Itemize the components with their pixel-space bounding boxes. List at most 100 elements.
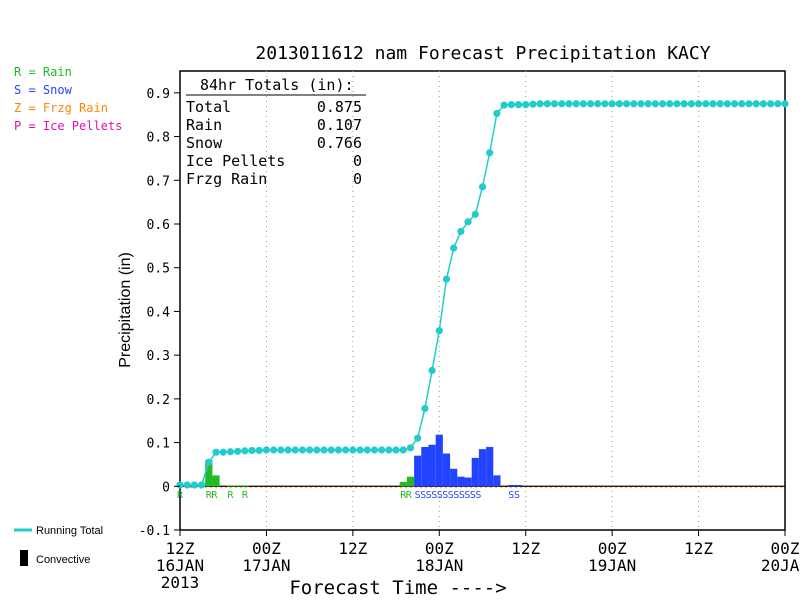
y-tick-label: 0.1: [147, 437, 170, 452]
running-total-point: [385, 446, 393, 454]
running-total-point: [370, 446, 379, 454]
running-total-point: [543, 100, 551, 108]
running-total-point: [493, 109, 501, 118]
precip-type-marker: RR: [206, 490, 219, 501]
running-total-point: [226, 448, 235, 456]
x-tick-label: 2013: [161, 573, 200, 592]
totals-frzg-rain-value: 0: [353, 170, 362, 188]
rain-bar: [399, 481, 407, 487]
x-tick-label: 00Z: [598, 539, 627, 558]
running-total-point: [723, 100, 731, 108]
running-total-point: [644, 100, 652, 108]
running-total-point: [428, 366, 436, 375]
running-total-point: [277, 446, 285, 454]
running-total-point: [716, 100, 724, 108]
running-total-point: [241, 447, 249, 455]
running-total-point: [406, 444, 415, 452]
y-tick-label: -0.1: [139, 524, 170, 539]
running-total-point: [212, 448, 220, 456]
running-total-point: [673, 100, 681, 108]
running-total-point: [414, 434, 422, 442]
running-total-point: [550, 100, 559, 108]
running-total-point: [327, 446, 335, 454]
running-total-point: [766, 100, 775, 108]
running-total-point: [399, 446, 407, 454]
running-total-point: [774, 100, 782, 108]
legend-rain: R = Rain: [14, 65, 72, 79]
x-tick-label: 12Z: [684, 539, 713, 558]
snow-bar: [514, 484, 523, 487]
totals-snow-label: Snow: [186, 134, 223, 152]
running-total-point: [565, 100, 573, 108]
snow-bar: [478, 449, 487, 487]
precip-type-marker: RR: [400, 490, 413, 501]
precip-type-marker: SSSSSSSSSSSS: [415, 490, 482, 501]
running-total-point: [608, 100, 616, 108]
running-total-point: [291, 446, 299, 454]
running-total-point: [687, 100, 695, 108]
running-total-point: [298, 446, 307, 454]
running-total-point: [356, 446, 364, 454]
running-total-point: [759, 100, 767, 108]
running-total-point: [622, 100, 631, 108]
snow-bar: [486, 446, 494, 487]
rain-bar: [234, 485, 242, 487]
legend-ice-pellets: P = Ice Pellets: [14, 119, 122, 133]
totals-ice-pellets-value: 0: [353, 152, 362, 170]
running-total-point: [248, 446, 256, 455]
x-tick-label: 20JAN: [761, 556, 800, 575]
running-total-point: [471, 210, 479, 218]
totals-rain-value: 0.107: [317, 116, 362, 134]
running-total-point: [306, 446, 314, 454]
running-total-point: [284, 446, 292, 454]
snow-bar: [421, 446, 429, 487]
y-axis-ticks: -0.1 0 0.1 0.2 0.3 0.4 0.5 0.6 0.7 0.8 0.9: [139, 87, 180, 539]
snow-bar: [414, 455, 422, 487]
precip-type-marker: R: [242, 490, 249, 501]
running-total-point: [464, 218, 472, 226]
y-axis-label: Precipitation (in): [117, 252, 134, 368]
running-total-point: [666, 100, 674, 108]
running-total-point: [738, 100, 746, 108]
rain-bar: [212, 475, 220, 487]
rain-bar: [226, 485, 235, 487]
running-total-point: [514, 101, 523, 109]
running-total-point: [421, 404, 429, 413]
snow-bar: [493, 475, 501, 487]
x-axis-label: Forecast Time ---->: [289, 577, 506, 599]
precip-type-markers: R RR R R RR SSSSSSSSSSSS SS: [177, 490, 520, 501]
running-total-point: [392, 446, 400, 454]
running-total-point: [219, 448, 227, 456]
convective-key-label: Convective: [36, 554, 90, 566]
x-tick-label: 16JAN: [156, 556, 204, 575]
running-total-point: [594, 100, 602, 108]
running-total-point: [378, 446, 386, 454]
running-total-point: [486, 149, 494, 157]
zero-line: [180, 485, 785, 489]
running-total-point: [651, 100, 659, 108]
running-total-point: [745, 100, 753, 108]
running-total-point: [342, 446, 350, 454]
legend-frzg-rain: Z = Frzg Rain: [14, 101, 108, 115]
running-total-point: [262, 446, 271, 454]
x-tick-label: 17JAN: [242, 556, 290, 575]
precip-type-marker: SS: [508, 490, 520, 501]
running-total-point: [435, 327, 443, 335]
running-total-point: [478, 183, 487, 191]
running-total-point: [680, 100, 688, 108]
plot-area: [179, 70, 786, 531]
running-total-point: [363, 446, 371, 454]
y-tick-label: 0.4: [147, 305, 171, 320]
x-tick-label: 12Z: [338, 539, 367, 558]
running-total-point: [457, 227, 465, 236]
totals-header: 84hr Totals (in):: [200, 76, 354, 94]
running-total-point: [615, 100, 623, 108]
snow-bar: [507, 484, 515, 487]
precip-type-marker: R: [227, 490, 234, 501]
totals-snow-value: 0.766: [317, 134, 362, 152]
running-total-point: [536, 100, 544, 108]
snow-bar: [450, 468, 458, 487]
totals-rain-label: Rain: [186, 116, 222, 134]
